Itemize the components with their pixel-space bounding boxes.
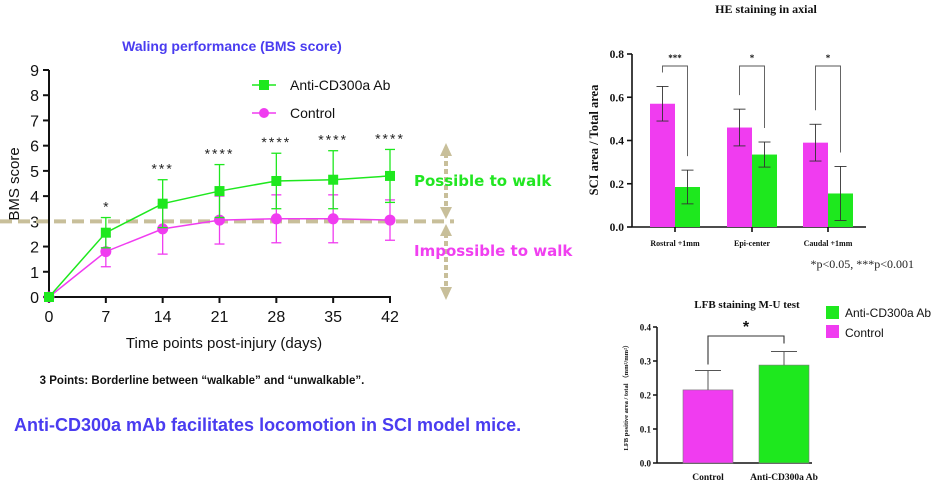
lfb-bar-control [682,389,734,464]
he-x-tick-label: Epi-center [734,239,770,248]
data-point-square [100,227,111,238]
possible-to-walk-label: Possible to walk [414,172,552,190]
he-y-tick-label: 0.2 [610,179,625,191]
legend-square-marker [259,80,269,90]
significance-marker: **** [375,130,405,146]
legend-label-anti: Anti-CD300a Ab [290,77,391,93]
data-point-square [271,175,282,186]
impossible-to-walk-label: Impossible to walk [414,242,573,260]
lfb-legend: Anti-CD300a Ab Control [826,306,931,340]
data-point-circle [270,213,282,225]
significance-marker: **** [261,134,291,150]
bms-x-ticks: 0 7 14 21 28 35 42 [45,297,399,326]
arrow-down-head-icon [440,207,452,219]
data-point-square [385,170,395,181]
bms-y-tick-label: 9 [30,63,39,80]
he-ylabel: SCI area / Total area [587,84,601,195]
arrow-up-head-icon [440,224,452,236]
lfb-significance-marker: * [743,319,750,336]
bms-y-tick-label: 7 [30,113,39,130]
lfb-x-tick-label: Anti-CD300a Ab [750,473,818,483]
lfb-y-tick-label: 0.0 [640,459,652,469]
he-footnote: *p<0.05, ***p<0.001 [810,257,914,271]
he-bar-control [650,103,675,227]
he-chart: HE staining in axial SCI area / Total ar… [587,2,914,271]
he-significance-marker: * [750,53,755,63]
bms-x-tick-label: 21 [211,309,229,326]
bms-y-tick-label: 3 [30,214,39,231]
bms-y-ticks: 0 1 2 3 4 5 6 7 8 9 [30,63,49,307]
he-significance-bracket [662,65,688,157]
bms-x-tick-label: 7 [101,309,110,326]
data-point-square [44,292,54,302]
significance-marker: * [103,199,109,215]
bms-legend: Anti-CD300a Ab Control [252,77,391,121]
lfb-legend-swatch-control [826,325,839,338]
data-point-circle [327,213,339,225]
walk-threshold-arrows: Possible to walk Impossible to walk [414,143,573,300]
he-significance-bracket [739,65,765,129]
lfb-x-tick-label: Control [692,473,724,483]
bms-y-tick-label: 5 [30,164,39,181]
bms-y-tick-label: 2 [30,240,39,257]
legend-label-control: Control [290,105,335,121]
lfb-title: LFB staining M-U test [694,299,800,311]
bms-x-tick-label: 0 [45,309,54,326]
bms-y-tick-label: 1 [30,265,39,282]
bms-plot-area: ************ **** **** [0,130,454,303]
data-point-square [157,198,168,209]
bms-x-tick-label: 35 [324,309,342,326]
he-significance-marker: *** [668,53,682,63]
bms-x-tick-label: 14 [154,309,172,326]
bms-footnote: 3 Points: Borderline between “walkable” … [40,375,365,387]
lfb-y-tick-label: 0.2 [640,391,652,401]
significance-marker: *** [151,161,173,177]
data-point-square [214,186,225,197]
lfb-y-tick-label: 0.4 [640,323,652,333]
bms-xlabel: Time points post-injury (days) [126,335,322,352]
bms-title: Waling performance (BMS score) [122,38,342,54]
he-significance-marker: * [826,53,831,63]
bms-x-tick-label: 42 [381,309,399,326]
conclusion-text: Anti-CD300a mAb facilitates locomotion i… [14,415,521,435]
data-point-circle [384,214,396,226]
lfb-legend-label-control: Control [845,326,884,340]
significance-marker: **** [205,146,235,162]
lfb-legend-label-anti: Anti-CD300a Ab [845,306,931,320]
lfb-chart: LFB staining M-U test LFB positive area … [622,299,931,483]
significance-marker: **** [318,132,348,148]
lfb-ylabel: LFB positive area / total （mm²/mm²） [622,341,630,450]
legend-circle-marker [259,108,269,118]
lfb-y-tick-label: 0.3 [640,357,652,367]
lfb-legend-swatch-anti [826,306,839,319]
lfb-y-tick-label: 0.1 [640,425,652,435]
series-anti-cd300a [44,148,395,302]
arrow-down-head-icon [440,287,452,300]
he-y-tick-label: 0.6 [610,92,625,104]
he-significance-bracket [815,65,841,153]
lfb-plot-area: * [682,319,810,464]
he-plot-area: *** * * [650,53,853,227]
he-y-tick-label: 0.4 [610,136,625,148]
he-x-tick-label: Rostral +1mm [650,239,700,248]
bms-y-tick-label: 4 [30,189,39,206]
bms-x-tick-label: 28 [267,309,285,326]
bms-chart: Waling performance (BMS score) BMS score… [0,38,573,387]
arrow-up-head-icon [440,143,452,156]
bms-y-tick-label: 6 [30,139,39,156]
bms-y-tick-label: 8 [30,88,39,105]
lfb-significance-bracket [707,335,785,365]
bms-y-tick-label: 0 [30,290,39,307]
he-y-tick-label: 0.8 [610,49,625,61]
he-y-tick-label: 0.0 [610,222,625,234]
he-x-tick-label: Caudal +1mm [804,239,853,248]
data-point-circle [157,223,169,235]
data-point-square [328,174,339,185]
bms-ylabel: BMS score [6,147,23,220]
data-point-circle [100,246,112,258]
he-title: HE staining in axial [715,2,817,16]
lfb-bar-anti-cd300a [758,364,810,464]
